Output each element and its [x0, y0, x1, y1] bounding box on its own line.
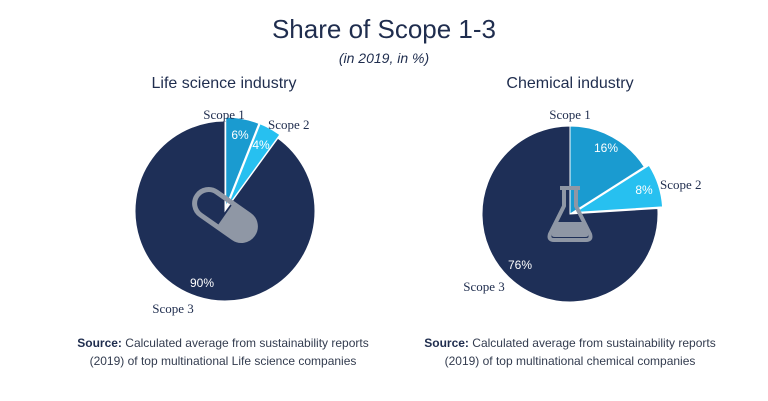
slice-category-label: Scope 3	[152, 301, 194, 316]
source-text-line2: (2019) of top multinational chemical com…	[444, 354, 696, 368]
slice-category-label: Scope 1	[549, 107, 591, 122]
life-science-chart-title: Life science industry	[151, 75, 297, 92]
slice-value-label: 8%	[635, 183, 653, 197]
pill-capsule-icon	[192, 187, 258, 243]
pie-slice-scope-1	[225, 116, 260, 208]
source-text-line1: Calculated average from sustainability r…	[468, 336, 716, 350]
flask-icon	[547, 186, 593, 242]
slice-category-label: Scope 2	[660, 177, 702, 192]
slice-value-label: 4%	[252, 138, 270, 152]
pie-slice-scope-1	[569, 125, 645, 215]
slice-value-label: 6%	[231, 128, 249, 142]
source-label: Source:	[77, 336, 122, 350]
chemical-chart-title: Chemical industry	[506, 75, 634, 92]
slice-category-label: Scope 2	[268, 117, 310, 132]
source-label: Source:	[424, 336, 469, 350]
slice-category-label: Scope 1	[203, 107, 245, 122]
slice-value-label: 90%	[190, 276, 214, 290]
chemical-source: Source: Calculated average from sustaina…	[380, 334, 760, 370]
pie-slice-scope-2	[574, 164, 664, 213]
page-subtitle: (in 2019, in %)	[338, 50, 430, 66]
source-text-line2: (2019) of top multinational Life science…	[89, 354, 357, 368]
pie-slice-scope-3	[134, 120, 316, 302]
source-text-line1: Calculated average from sustainability r…	[121, 336, 369, 350]
pie-slice-scope-2	[226, 123, 281, 208]
slice-value-label: 16%	[594, 141, 618, 155]
slice-value-label: 76%	[508, 258, 532, 272]
slice-category-label: Scope 3	[463, 279, 505, 294]
life-science-source: Source: Calculated average from sustaina…	[28, 334, 418, 370]
pie-slice-scope-3	[481, 125, 659, 303]
page-title: Share of Scope 1-3	[271, 14, 497, 44]
